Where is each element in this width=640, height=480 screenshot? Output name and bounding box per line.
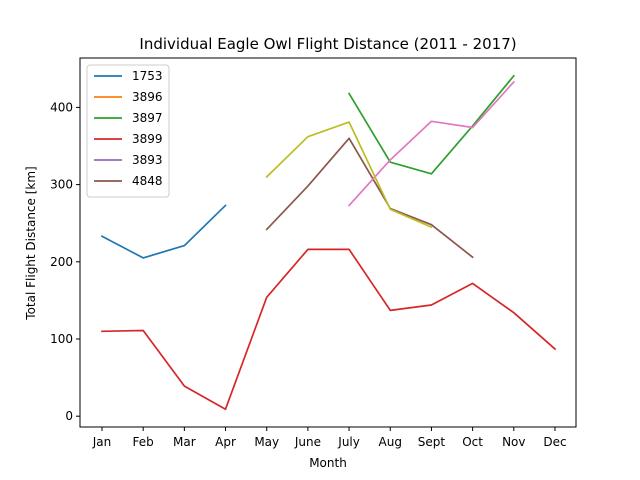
- y-axis-label: Total Flight Distance [km]: [24, 166, 38, 320]
- legend-label: 3893: [132, 153, 163, 167]
- x-tick-label: June: [294, 435, 321, 449]
- x-tick-label: Sept: [418, 435, 446, 449]
- x-tick-label: Oct: [462, 435, 483, 449]
- plot-frame: [79, 57, 577, 428]
- legend-label: 3899: [132, 132, 163, 146]
- series-line-1753: [100, 204, 227, 259]
- chart-title: Individual Eagle Owl Flight Distance (20…: [139, 35, 516, 53]
- x-tick-label: Apr: [215, 435, 236, 449]
- x-tick-label: Aug: [379, 435, 402, 449]
- x-tick-label: Feb: [133, 435, 154, 449]
- legend-label: 3897: [132, 111, 163, 125]
- y-tick-label: 300: [50, 178, 73, 192]
- x-tick-label: Nov: [502, 435, 525, 449]
- x-tick-label: Jan: [92, 435, 112, 449]
- x-tick-label: May: [254, 435, 279, 449]
- x-axis-label: Month: [309, 456, 347, 470]
- y-tick-label: 200: [50, 255, 73, 269]
- x-tick-label: Dec: [543, 435, 566, 449]
- legend-box: [86, 64, 170, 198]
- legend-label: 1753: [132, 69, 163, 83]
- series-line-3899: [101, 248, 557, 411]
- legend-label: 3896: [132, 90, 163, 104]
- y-tick-label: 0: [65, 409, 73, 423]
- y-tick-label: 100: [50, 332, 73, 346]
- x-tick-label: Mar: [173, 435, 196, 449]
- legend: 1753 3896 3897 3899 3893 4848: [86, 64, 170, 198]
- plot-lines: [100, 74, 557, 411]
- x-axis: Jan Feb Mar Apr May June July Aug Sept Oct Nov Dec: [92, 427, 567, 449]
- y-tick-label: 400: [50, 100, 73, 114]
- series-line-4848: [265, 137, 474, 259]
- x-tick-label: July: [337, 435, 360, 449]
- legend-label: 4848: [132, 174, 163, 188]
- series-line: [265, 121, 433, 229]
- series-line: [347, 80, 516, 207]
- series-line-3897: [347, 74, 515, 175]
- y-axis: 0 100 200 300 400: [50, 100, 80, 423]
